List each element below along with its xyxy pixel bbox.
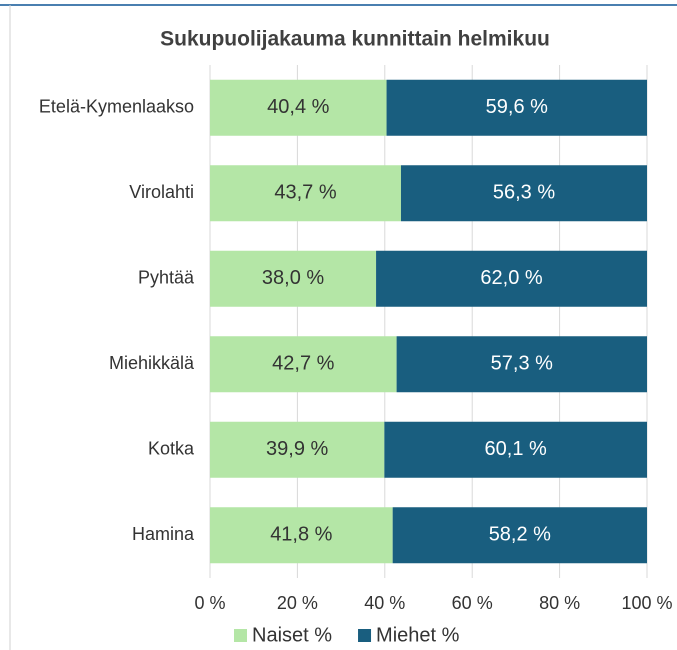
data-label: 42,7 %: [272, 353, 334, 375]
chart-title: Sukupuolijakauma kunnittain helmikuu: [160, 28, 550, 51]
bar-segment: [392, 507, 647, 564]
bar-segment: [386, 79, 647, 136]
bar-segment: [376, 250, 647, 307]
x-tick-label: 40 %: [364, 593, 405, 613]
bar-segment: [396, 336, 647, 393]
legend-swatch: [358, 629, 372, 642]
x-tick-label: 80 %: [539, 593, 580, 613]
data-label: 39,9 %: [266, 438, 328, 460]
bar-segment: [210, 165, 401, 222]
y-tick-label: Etelä-Kymenlaakso: [39, 97, 194, 117]
data-label: 38,0 %: [262, 267, 324, 289]
data-label: 58,2 %: [489, 524, 551, 546]
data-label: 41,8 %: [270, 524, 332, 546]
legend-swatch: [234, 629, 247, 642]
data-label: 40,4 %: [267, 96, 329, 118]
data-label: 60,1 %: [485, 438, 547, 460]
x-tick-label: 0 %: [194, 593, 225, 613]
bar-segment: [210, 507, 393, 564]
x-tick-label: 20 %: [277, 593, 318, 613]
legend-label: Miehet %: [376, 624, 460, 646]
data-label: 59,6 %: [486, 96, 548, 118]
y-tick-label: Pyhtää: [138, 268, 195, 288]
data-label: 43,7 %: [274, 182, 336, 204]
bar-segment: [400, 165, 647, 222]
data-label: 57,3 %: [491, 353, 553, 375]
legend-label: Naiset %: [252, 624, 332, 646]
y-tick-label: Hamina: [132, 524, 195, 544]
x-tick-label: 100 %: [621, 593, 672, 613]
bar-segment: [210, 79, 387, 136]
data-label: 62,0 %: [480, 267, 542, 289]
y-tick-label: Virolahti: [129, 182, 194, 202]
bar-segment: [210, 421, 385, 478]
y-tick-label: Miehikkälä: [109, 353, 195, 373]
y-tick-label: Kotka: [148, 439, 195, 459]
bar-segment: [210, 250, 377, 307]
bar-segment: [384, 421, 647, 478]
data-label: 56,3 %: [493, 182, 555, 204]
bar-segment: [210, 336, 397, 393]
x-tick-label: 60 %: [452, 593, 493, 613]
